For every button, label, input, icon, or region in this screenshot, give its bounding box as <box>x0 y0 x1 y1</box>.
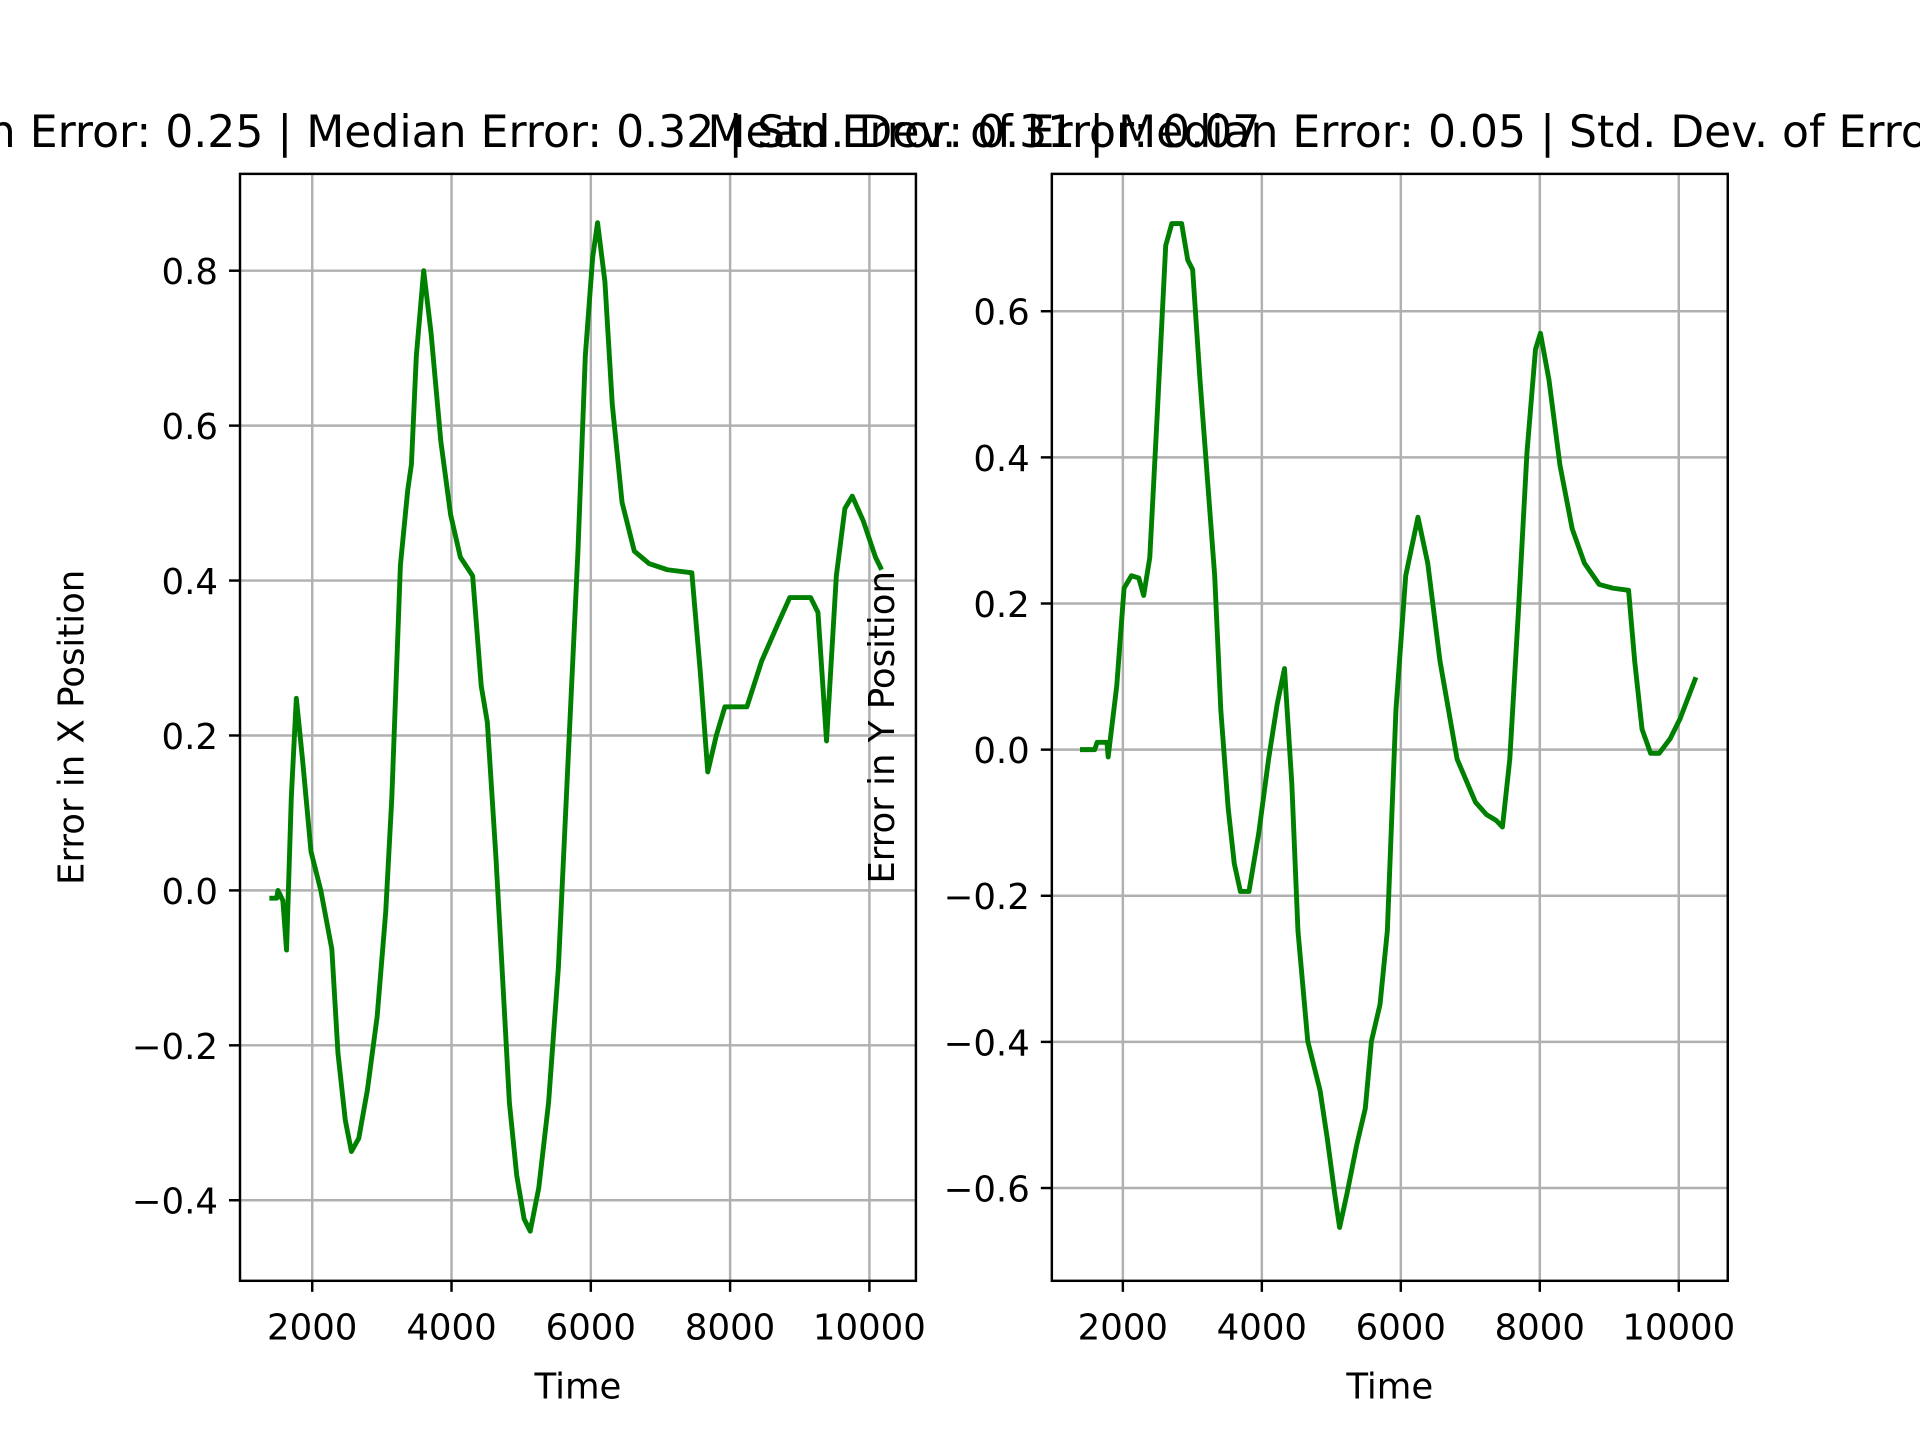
y-tick-label: 0.2 <box>161 717 217 758</box>
x-tick-label: 10000 <box>1622 1308 1735 1349</box>
x-axis-label: Time <box>534 1366 622 1407</box>
y-tick-label: 0.0 <box>161 872 217 913</box>
chart-title: Mean Error: 0.25 | Median Error: 0.32 | … <box>0 107 1260 158</box>
axes-frame <box>238 172 918 1283</box>
y-axis-label: Error in Y Position <box>862 571 903 884</box>
axes-frame <box>1050 172 1729 1283</box>
data-line <box>269 220 884 1234</box>
y-tick-label: 0.2 <box>973 585 1029 626</box>
x-axis-label: Time <box>1345 1366 1433 1407</box>
x-tick-label: 2000 <box>267 1308 357 1349</box>
chart-title: Mean Error: 0.31 | Median Error: 0.05 | … <box>707 107 1920 158</box>
x-tick-label: 2000 <box>1078 1308 1168 1349</box>
y-tick-label: 0.4 <box>973 439 1029 480</box>
x-tick-label: 6000 <box>1356 1308 1446 1349</box>
data-line <box>1080 221 1699 1230</box>
y-tick-label: 0.4 <box>161 562 217 603</box>
y-tick-label: −0.4 <box>132 1182 218 1223</box>
y-tick-label: −0.2 <box>944 877 1030 918</box>
x-tick-label: 4000 <box>406 1308 496 1349</box>
y-tick-label: 0.8 <box>161 252 217 293</box>
x-tick-label: 8000 <box>1495 1308 1585 1349</box>
y-tick-label: −0.6 <box>944 1169 1030 1210</box>
y-tick-label: 0.0 <box>973 731 1029 772</box>
x-tick-label: 10000 <box>813 1308 926 1349</box>
y-tick-label: 0.6 <box>973 293 1029 334</box>
y-tick-label: −0.2 <box>132 1027 218 1068</box>
y-axis-label: Error in X Position <box>51 570 92 885</box>
x-tick-label: 8000 <box>685 1308 775 1349</box>
y-tick-label: 0.6 <box>161 407 217 448</box>
x-tick-label: 4000 <box>1217 1308 1307 1349</box>
x-tick-label: 6000 <box>546 1308 636 1349</box>
y-tick-label: −0.4 <box>944 1023 1030 1064</box>
